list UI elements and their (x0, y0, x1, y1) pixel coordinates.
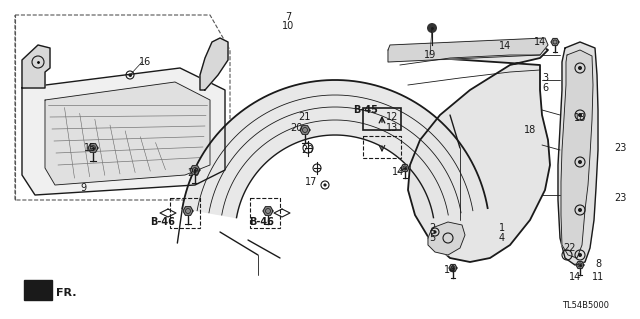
Text: 13: 13 (386, 123, 398, 133)
Text: 14: 14 (392, 167, 404, 177)
Text: 20: 20 (290, 123, 302, 133)
Polygon shape (388, 38, 548, 62)
Polygon shape (263, 207, 273, 215)
Text: 3: 3 (542, 73, 548, 83)
Text: 11: 11 (592, 272, 604, 282)
Text: 20: 20 (301, 145, 313, 155)
Text: 14: 14 (444, 265, 456, 275)
Text: 21: 21 (298, 112, 310, 122)
Text: 8: 8 (595, 259, 601, 269)
Circle shape (323, 183, 326, 187)
Bar (24, 280, 52, 300)
Text: 5: 5 (429, 233, 435, 243)
Text: B-45: B-45 (353, 105, 378, 115)
Text: 12: 12 (386, 112, 398, 122)
Bar (170, 198, 200, 228)
Text: 14: 14 (499, 41, 511, 51)
Text: 15: 15 (84, 143, 96, 153)
Polygon shape (200, 38, 228, 90)
Text: 6: 6 (542, 83, 548, 93)
Text: FR.: FR. (56, 288, 77, 298)
Text: 1: 1 (499, 223, 505, 233)
Circle shape (427, 23, 437, 33)
Text: 14: 14 (569, 272, 581, 282)
Polygon shape (561, 50, 593, 258)
Text: B-46: B-46 (150, 217, 175, 227)
Text: 17: 17 (305, 177, 317, 187)
Polygon shape (22, 45, 50, 88)
Text: 16: 16 (139, 57, 151, 67)
Text: 23: 23 (614, 193, 626, 203)
Text: 22: 22 (564, 243, 576, 253)
Circle shape (578, 208, 582, 212)
Polygon shape (45, 82, 210, 185)
Circle shape (578, 160, 582, 164)
Polygon shape (390, 45, 550, 262)
Polygon shape (401, 165, 409, 172)
Polygon shape (576, 262, 584, 269)
Text: 19: 19 (424, 50, 436, 60)
Polygon shape (190, 166, 200, 174)
Text: 7: 7 (285, 12, 291, 22)
Bar (250, 198, 280, 228)
Circle shape (578, 66, 582, 70)
Text: B-46: B-46 (250, 217, 275, 227)
Circle shape (433, 230, 436, 234)
Polygon shape (449, 264, 457, 271)
Polygon shape (558, 42, 598, 265)
Text: 4: 4 (499, 233, 505, 243)
Polygon shape (428, 222, 465, 255)
Text: 18: 18 (574, 113, 586, 123)
Circle shape (578, 253, 582, 257)
Bar (363, 108, 401, 130)
Text: 20: 20 (187, 168, 199, 178)
Polygon shape (551, 39, 559, 46)
Bar (363, 136, 401, 158)
Text: TL54B5000: TL54B5000 (563, 300, 609, 309)
Text: 2: 2 (429, 223, 435, 233)
Polygon shape (22, 68, 225, 195)
Circle shape (129, 73, 132, 77)
Polygon shape (300, 126, 310, 134)
Text: 14: 14 (534, 37, 546, 47)
Text: 18: 18 (524, 125, 536, 135)
Text: 9: 9 (80, 183, 86, 193)
Circle shape (578, 113, 582, 117)
Text: 23: 23 (614, 143, 626, 153)
Polygon shape (182, 80, 488, 218)
Polygon shape (88, 144, 98, 152)
Text: 10: 10 (282, 21, 294, 31)
Polygon shape (183, 207, 193, 215)
